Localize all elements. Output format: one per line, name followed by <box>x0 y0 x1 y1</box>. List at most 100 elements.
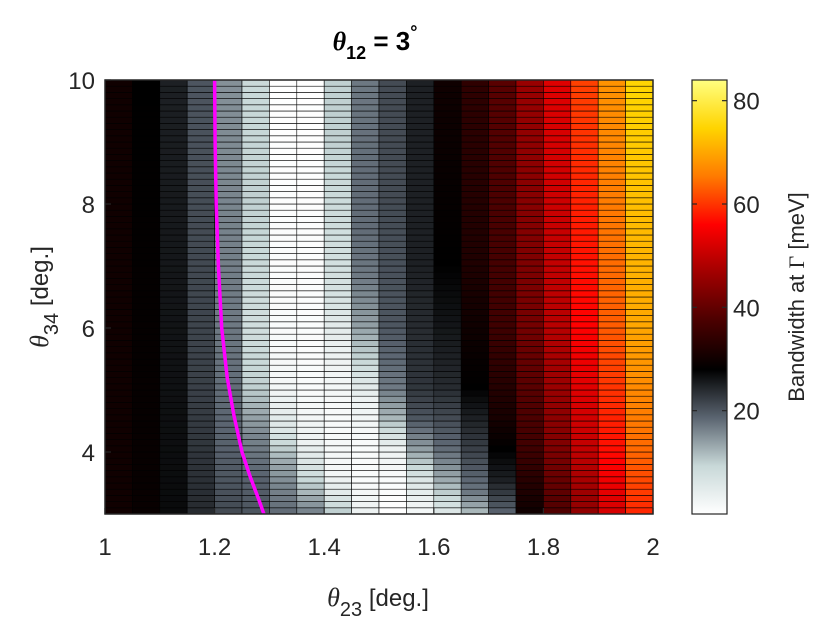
heatmap-cell <box>378 296 407 304</box>
heatmap-cell <box>296 346 325 354</box>
heatmap-cell <box>543 346 572 354</box>
heatmap-cell <box>159 346 188 354</box>
heatmap-cell <box>488 216 517 223</box>
heatmap-cell <box>433 352 462 360</box>
heatmap-cell <box>241 358 270 366</box>
heatmap-cell <box>433 92 462 99</box>
heatmap-cell <box>323 85 352 93</box>
heatmap-cell <box>105 197 133 205</box>
heatmap-cell <box>105 495 133 502</box>
heatmap-cell <box>625 420 653 428</box>
heatmap-cell <box>570 309 599 316</box>
heatmap-cell <box>406 98 435 106</box>
heatmap-cell <box>159 395 188 403</box>
heatmap-cell <box>351 172 380 180</box>
heatmap-cell <box>241 154 270 161</box>
heatmap-cell <box>132 501 161 509</box>
heatmap-cell <box>378 290 407 298</box>
heatmap-cell <box>433 389 462 397</box>
heatmap-cell <box>241 147 270 155</box>
heatmap-cell <box>186 451 215 459</box>
heatmap-cell <box>625 166 653 174</box>
heatmap-cell <box>105 383 133 391</box>
heatmap-cell <box>378 445 407 453</box>
heatmap-cell <box>625 247 653 254</box>
heatmap-cell <box>132 457 161 465</box>
heatmap-cell <box>241 439 270 447</box>
heatmap-cell <box>159 315 188 323</box>
heatmap-cell <box>296 383 325 391</box>
heatmap-cell <box>159 358 188 366</box>
heatmap-cell <box>186 346 215 354</box>
heatmap-cell <box>105 116 133 124</box>
heatmap-cell <box>323 420 352 428</box>
heatmap-cell <box>433 327 462 335</box>
heatmap-cell <box>625 476 653 484</box>
heatmap-cell <box>625 352 653 360</box>
heatmap-cell <box>241 352 270 360</box>
heatmap-cell <box>378 352 407 360</box>
heatmap-cell <box>132 197 161 205</box>
heatmap-cell <box>269 222 298 230</box>
heatmap-cell <box>543 222 572 230</box>
heatmap-cell <box>406 154 435 161</box>
heatmap-cell <box>597 147 626 155</box>
heatmap-cell <box>378 116 407 124</box>
heatmap-cell <box>159 402 188 409</box>
heatmap-cell <box>625 85 653 93</box>
heatmap-cell <box>460 464 489 471</box>
heatmap-cell <box>515 464 544 471</box>
heatmap-cell <box>625 383 653 391</box>
heatmap-cell <box>625 110 653 118</box>
heatmap-cell <box>159 327 188 335</box>
heatmap-cell <box>186 433 215 440</box>
heatmap-cell <box>406 166 435 174</box>
heatmap-cell <box>488 290 517 298</box>
heatmap-cell <box>351 321 380 329</box>
heatmap-cell <box>597 185 626 192</box>
heatmap-cell <box>241 92 270 99</box>
heatmap-cell <box>269 80 298 87</box>
heatmap-cell <box>515 98 544 106</box>
heatmap-cell <box>105 309 133 316</box>
heatmap-cell <box>105 358 133 366</box>
y-tick-label: 4 <box>82 440 95 467</box>
heatmap-cell <box>625 433 653 440</box>
heatmap-cell <box>625 358 653 366</box>
heatmap-cell <box>351 507 380 514</box>
heatmap-cell <box>132 147 161 155</box>
heatmap-cell <box>378 240 407 248</box>
heatmap-cell <box>515 203 544 211</box>
heatmap-cell <box>378 346 407 354</box>
heatmap-cell <box>488 309 517 316</box>
heatmap-cell <box>597 451 626 459</box>
heatmap-cell <box>269 129 298 137</box>
y-label-rest: [deg.] <box>27 246 54 313</box>
heatmap-cell <box>488 315 517 323</box>
heatmap-cell <box>488 333 517 341</box>
heatmap-cell <box>406 290 435 298</box>
heatmap-cell <box>269 402 298 409</box>
heatmap-cell <box>570 265 599 273</box>
heatmap-cell <box>597 104 626 112</box>
heatmap-cell <box>159 85 188 93</box>
heatmap-cell <box>625 371 653 378</box>
heatmap-cell <box>186 141 215 149</box>
heatmap-cell <box>186 457 215 465</box>
heatmap-cell <box>570 389 599 397</box>
heatmap-cell <box>515 408 544 416</box>
heatmap-cell <box>543 464 572 471</box>
heatmap-cell <box>351 364 380 372</box>
heatmap-cell <box>433 439 462 447</box>
heatmap-cell <box>296 85 325 93</box>
heatmap-cell <box>515 426 544 434</box>
heatmap-cell <box>159 476 188 484</box>
heatmap-cell <box>378 160 407 168</box>
heatmap-cell <box>132 451 161 459</box>
heatmap-cell <box>186 104 215 112</box>
heatmap-cell <box>351 457 380 465</box>
heatmap-cell <box>488 464 517 471</box>
heatmap-cell <box>515 488 544 496</box>
heatmap-cell <box>296 364 325 372</box>
heatmap-cell <box>570 495 599 502</box>
